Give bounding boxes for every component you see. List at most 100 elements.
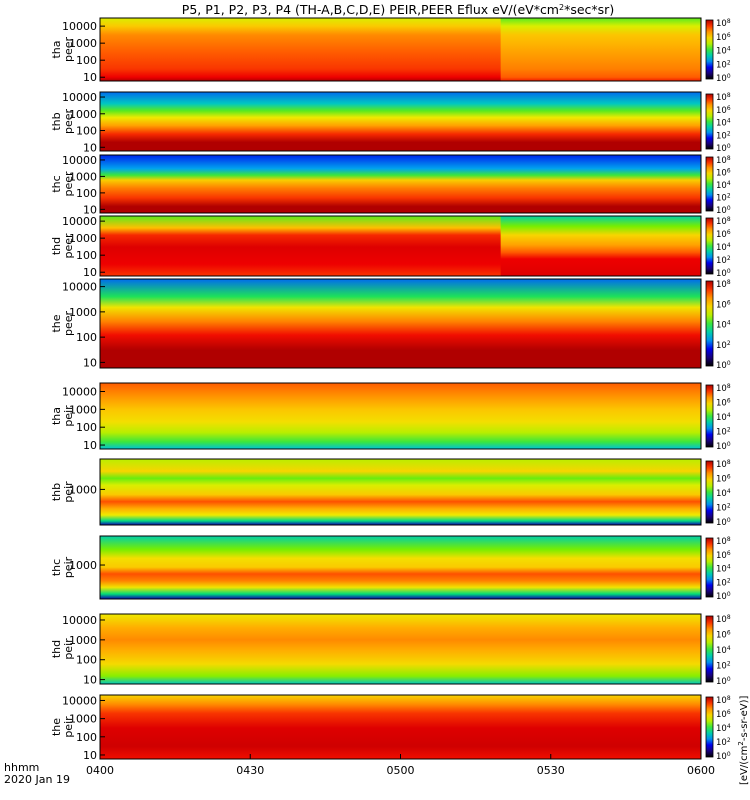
y-tick-label: 10000	[62, 91, 97, 104]
colorbar-tick-label: 106	[716, 709, 731, 721]
colorbar-tick-label: 106	[716, 167, 731, 179]
y-tick-label: 1000	[69, 559, 97, 572]
y-tick-label: 10	[83, 439, 97, 452]
y-tick-label: 10000	[62, 694, 97, 707]
y-axis-label: thbpeer	[50, 109, 75, 135]
colorbar-tick-label: 104	[716, 488, 731, 500]
panel-frame	[99, 215, 702, 277]
panel-frame	[99, 613, 702, 685]
colorbar-tick-label: 100	[716, 73, 731, 85]
colorbar-tick-label: 106	[716, 31, 731, 43]
colorbar	[705, 156, 714, 212]
y-tick-label: 100	[76, 731, 97, 744]
y-tick-label: 1000	[69, 403, 97, 416]
y-axis-label: thepeer	[50, 311, 75, 337]
panel-frame	[99, 17, 702, 82]
y-tick-label: 1000	[69, 37, 97, 50]
colorbar-tick-label: 100	[716, 676, 731, 688]
y-tick-label: 10	[83, 203, 97, 216]
colorbar	[705, 537, 714, 598]
colorbar-tick-label: 104	[716, 723, 731, 735]
colorbar-tick-label: 104	[716, 242, 731, 254]
colorbar-tick-label: 108	[716, 459, 731, 471]
colorbar	[705, 615, 714, 683]
colorbar-tick-label: 102	[716, 502, 731, 514]
y-tick-label: 100	[76, 249, 97, 262]
colorbar-tick-label: 104	[716, 45, 731, 57]
y-tick-label: 1000	[69, 483, 97, 496]
colorbar-tick-label: 104	[716, 117, 731, 129]
colorbar-tick-label: 108	[716, 383, 731, 395]
colorbar-tick-label: 106	[716, 104, 731, 116]
y-tick-label: 1000	[69, 634, 97, 647]
spectrogram-image	[100, 459, 701, 525]
colorbar-tick-label: 106	[716, 549, 731, 561]
colorbar-tick-label: 102	[716, 577, 731, 589]
y-tick-label: 10	[83, 356, 97, 369]
time-axis-label: hhmm	[4, 761, 39, 774]
colorbar-tick-label: 102	[716, 192, 731, 204]
spectrogram-image	[100, 155, 701, 213]
colorbar-tick-label: 100	[716, 268, 731, 280]
colorbar-tick-label: 100	[716, 517, 731, 529]
colorbar-tick-label: 106	[716, 629, 731, 641]
y-tick-label: 100	[76, 331, 97, 344]
colorbar-tick-label: 104	[716, 412, 731, 424]
spectrogram-image	[100, 383, 701, 449]
spectrogram-panels: 10100100010000thapeer1001021041061081010…	[50, 17, 731, 762]
colorbar	[705, 19, 714, 80]
colorbar	[705, 93, 714, 150]
colorbar-label: [eV/(cm2-s-sr-eV)]	[737, 696, 750, 785]
y-tick-label: 10000	[62, 154, 97, 167]
colorbar-tick-label: 100	[716, 441, 731, 453]
x-tick-label: 0430	[236, 764, 264, 777]
colorbar-tick-label: 100	[716, 751, 731, 763]
x-tick-label: 0600	[687, 764, 715, 777]
y-tick-label: 100	[76, 125, 97, 138]
x-tick-label: 0400	[86, 764, 114, 777]
spectrogram-image-late	[500, 18, 701, 81]
colorbar-tick-label: 106	[716, 397, 731, 409]
spectrogram-image	[100, 279, 701, 368]
y-tick-label: 10	[83, 674, 97, 687]
spectrogram-image	[100, 92, 701, 151]
colorbar-tick-label: 104	[716, 563, 731, 575]
colorbar-tick-label: 100	[716, 360, 731, 372]
y-tick-label: 100	[76, 54, 97, 67]
y-tick-label: 10000	[62, 386, 97, 399]
panel-frame	[99, 154, 702, 214]
y-tick-label: 10000	[62, 215, 97, 228]
colorbar-tick-label: 100	[716, 205, 731, 217]
time-axis: 0400 0430 0500 0530 0600	[86, 754, 715, 777]
y-tick-label: 10	[83, 71, 97, 84]
colorbar-tick-label: 102	[716, 426, 731, 438]
panel-frame	[99, 382, 702, 450]
panel-frame	[99, 91, 702, 152]
colorbar-tick-label: 100	[716, 591, 731, 603]
colorbar	[705, 696, 714, 758]
date-label: 2020 Jan 19	[4, 773, 70, 786]
y-tick-label: 10000	[62, 281, 97, 294]
y-axis-label: thdpeer	[50, 233, 75, 259]
colorbar	[705, 217, 714, 275]
y-tick-label: 10000	[62, 614, 97, 627]
y-axis-label: thepeir	[50, 716, 75, 738]
y-tick-label: 10000	[62, 20, 97, 33]
y-tick-label: 100	[76, 421, 97, 434]
panel-frame	[99, 458, 702, 526]
colorbar-tick-label: 102	[716, 59, 731, 71]
colorbar-tick-label: 104	[716, 319, 731, 331]
colorbar-tick-label: 108	[716, 279, 731, 291]
spectrogram-image	[100, 614, 701, 684]
colorbar-tick-label: 108	[716, 536, 731, 548]
y-tick-label: 10	[83, 266, 97, 279]
y-axis-label: thapeer	[50, 37, 75, 63]
